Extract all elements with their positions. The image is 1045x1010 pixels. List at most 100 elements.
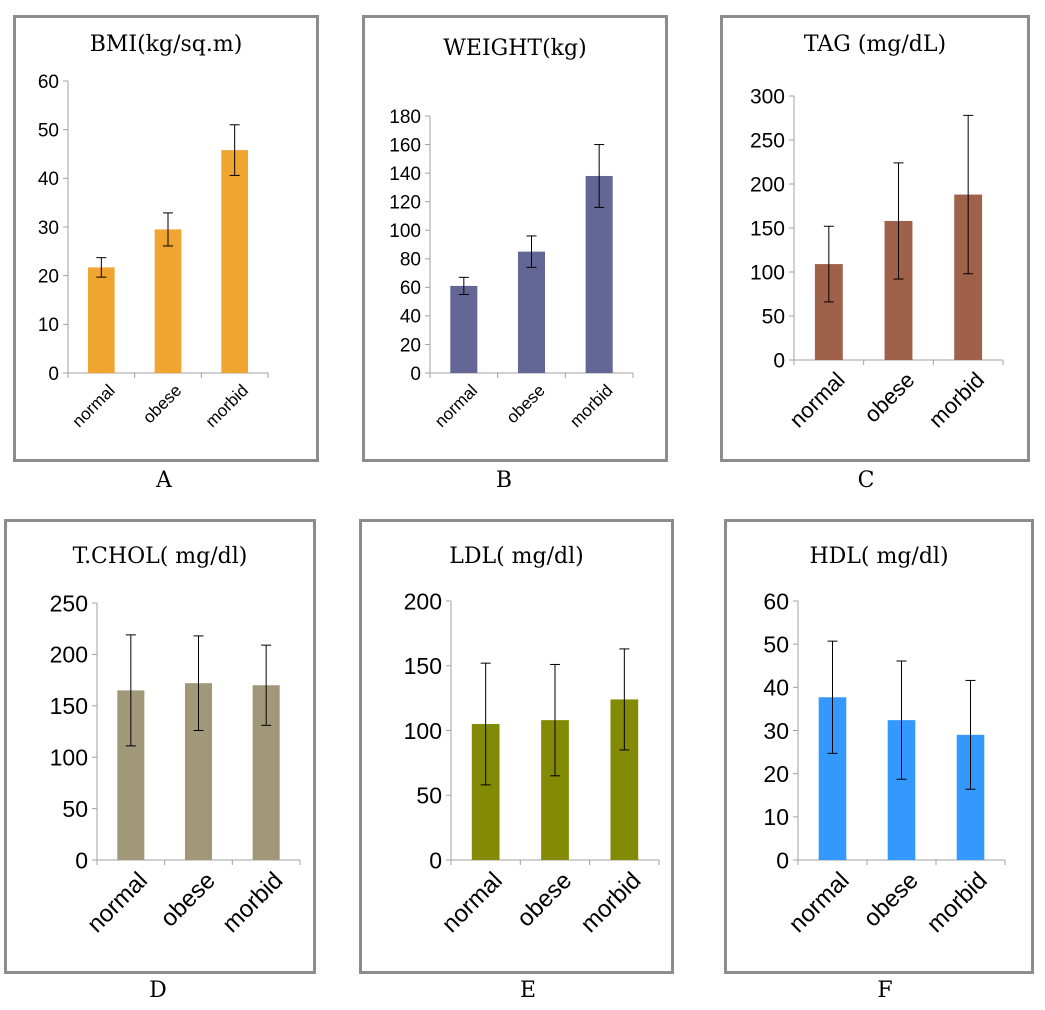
panel-label-d: D <box>149 978 167 1003</box>
chart-title: LDL( mg/dl) <box>449 544 584 569</box>
bar-morbid <box>221 150 248 373</box>
y-tick-label: 60 <box>763 588 789 614</box>
panel-label-e: E <box>519 978 537 1003</box>
y-tick-label: 10 <box>38 315 59 336</box>
chart-panel-c: TAG (mg/dL) 0 50 100 150 200 250 300 normal obes… <box>720 15 1030 462</box>
y-tick-label: 40 <box>400 307 421 328</box>
y-tick-label: 10 <box>763 804 789 830</box>
y-tick-label: 150 <box>750 218 785 241</box>
y-tick-label: 60 <box>38 72 59 93</box>
error-bar-normal <box>125 634 136 747</box>
category-label-obese: obese <box>859 367 919 427</box>
y-tick-label: 30 <box>38 218 59 239</box>
y-tick-label: 80 <box>400 250 421 271</box>
category-label-morbid: morbid <box>922 867 993 938</box>
error-bar-morbid <box>261 644 272 726</box>
y-tick-label: 140 <box>389 164 421 185</box>
category-label-normal: normal <box>437 867 508 938</box>
bar-obese <box>517 251 546 373</box>
category-label-normal: normal <box>82 867 153 938</box>
y-tick-label: 0 <box>75 847 88 873</box>
y-tick-label: 120 <box>389 193 421 214</box>
error-bar-normal <box>827 640 838 754</box>
y-tick-label: 50 <box>62 796 88 822</box>
y-tick-label: 50 <box>763 631 789 657</box>
category-label-obese: obese <box>139 381 185 427</box>
y-tick-label: 50 <box>762 306 785 329</box>
category-label-morbid: morbid <box>566 381 616 431</box>
error-bar-obese <box>893 162 904 280</box>
chart-title: HDL( mg/dl) <box>809 544 949 569</box>
chart-b-svg: 0 20 40 60 80 100 120 140 160 180 normal obese morbi… <box>389 107 634 431</box>
y-tick-label: 0 <box>48 364 59 385</box>
chart-title: TAG (mg/dL) <box>803 32 947 57</box>
chart-title: T.CHOL( mg/dl) <box>72 544 248 569</box>
error-bar-morbid <box>963 114 974 275</box>
category-label-morbid: morbid <box>575 867 646 938</box>
chart-panel-e: LDL( mg/dl) 0 50 100 150 200 normal obese morbi… <box>359 519 674 974</box>
y-tick-label: 100 <box>389 221 421 242</box>
y-tick-label: 300 <box>750 86 785 109</box>
category-label-obese: obese <box>503 381 549 427</box>
category-label-morbid: morbid <box>217 867 288 938</box>
y-tick-label: 200 <box>404 588 442 614</box>
error-bar-normal <box>823 225 834 303</box>
category-label-morbid: morbid <box>924 367 989 432</box>
category-label-normal: normal <box>431 381 481 431</box>
category-label-normal: normal <box>68 381 118 431</box>
error-bar-normal <box>458 276 469 295</box>
y-tick-label: 20 <box>38 267 59 288</box>
y-tick-label: 60 <box>400 278 421 299</box>
error-bar-obese <box>550 663 560 777</box>
y-tick-label: 40 <box>763 675 789 701</box>
y-tick-label: 180 <box>389 107 421 128</box>
error-bar-obese <box>896 660 907 780</box>
panel-label-a: A <box>156 468 172 493</box>
y-tick-label: 0 <box>773 350 785 373</box>
bar-normal <box>88 267 115 373</box>
bar-morbid <box>585 175 613 373</box>
chart-c-svg: 0 50 100 150 200 250 300 normal obese morbid <box>750 86 1004 432</box>
chart-panel-a: BMI(kg/sq.m) 0 10 20 30 40 50 60 normal obese mor… <box>13 15 319 462</box>
panel-label-c: C <box>857 468 875 493</box>
category-label-obese: obese <box>155 867 220 932</box>
y-tick-label: 20 <box>400 335 421 356</box>
y-tick-label: 250 <box>750 130 785 153</box>
y-tick-label: 50 <box>416 783 442 809</box>
y-tick-label: 100 <box>404 718 442 744</box>
bar-normal <box>450 285 478 373</box>
error-bar-morbid <box>229 124 240 176</box>
y-tick-label: 100 <box>50 744 88 770</box>
y-tick-label: 0 <box>429 847 442 873</box>
y-tick-label: 100 <box>750 262 785 285</box>
y-tick-label: 0 <box>410 364 421 385</box>
category-label-obese: obese <box>858 867 923 932</box>
chart-panel-f: HDL( mg/dl) 0 10 20 30 40 50 60 normal obese morb… <box>724 519 1034 974</box>
y-tick-label: 50 <box>38 121 59 142</box>
y-tick-label: 20 <box>763 761 789 787</box>
chart-panel-d: T.CHOL( mg/dl) 0 50 100 150 200 250 normal obes… <box>4 519 316 974</box>
y-tick-label: 30 <box>763 718 789 744</box>
chart-title: WEIGHT(kg) <box>443 36 587 61</box>
error-bar-normal <box>96 257 107 278</box>
error-bar-obese <box>193 635 204 731</box>
chart-a-svg: 0 10 20 30 40 50 60 normal obese morbid <box>38 72 269 431</box>
category-label-obese: obese <box>512 867 577 932</box>
error-bar-obese <box>163 212 173 247</box>
bar-obese <box>154 229 182 373</box>
error-bar-normal <box>480 662 491 786</box>
panel-label-f: F <box>877 978 893 1003</box>
y-tick-label: 200 <box>750 174 785 197</box>
y-tick-label: 250 <box>50 590 88 616</box>
y-tick-label: 150 <box>50 693 88 719</box>
error-bar-morbid <box>594 144 605 208</box>
category-label-normal: normal <box>784 367 849 432</box>
chart-title: BMI(kg/sq.m) <box>89 32 243 57</box>
category-label-morbid: morbid <box>202 381 252 431</box>
y-tick-label: 160 <box>389 135 421 156</box>
y-tick-label: 150 <box>404 653 442 679</box>
panel-label-b: B <box>495 468 513 493</box>
y-tick-label: 0 <box>776 847 789 873</box>
y-tick-label: 40 <box>38 169 59 190</box>
